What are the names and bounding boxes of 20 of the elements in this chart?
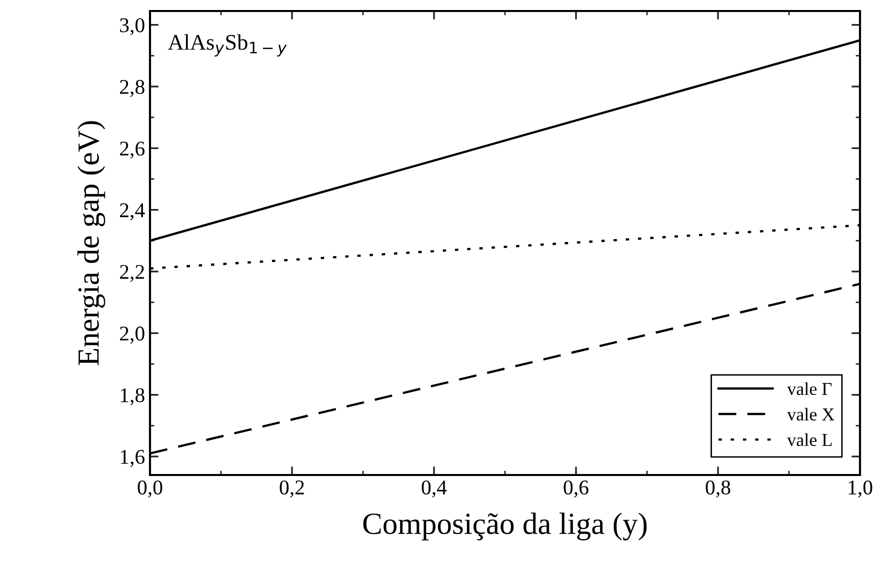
annotation: AlAs$_{y}$Sb$_{1−y}$	[168, 34, 287, 56]
y-tick-label: 2,8	[120, 80, 144, 97]
x-tick-label: 0,6	[564, 480, 588, 498]
y-tick-label: 1,6	[120, 450, 145, 467]
y-tick-label: 1,8	[120, 388, 144, 406]
y-tick-label: 3,0	[120, 18, 144, 36]
x-tick-label: 1,0	[848, 480, 872, 498]
y-axis-title: Energia de gap (eV)	[77, 121, 106, 366]
x-tick-label: 0,4	[422, 480, 447, 498]
x-tick-label: 0,2	[280, 480, 304, 498]
legend-label: vale L	[787, 433, 832, 446]
x-axis-title: Composição da liga (y)	[363, 512, 647, 540]
y-tick-label: 2,4	[120, 203, 145, 220]
x-tick-label: 0,0	[138, 480, 162, 498]
y-tick-label: 2,6	[120, 142, 145, 159]
legend-label: vale X	[787, 408, 834, 421]
y-tick-label: 2,2	[120, 264, 144, 282]
legend-label: vale Γ	[787, 382, 832, 396]
y-tick-label: 2,0	[120, 326, 144, 344]
x-tick-label: 0,8	[706, 480, 730, 498]
